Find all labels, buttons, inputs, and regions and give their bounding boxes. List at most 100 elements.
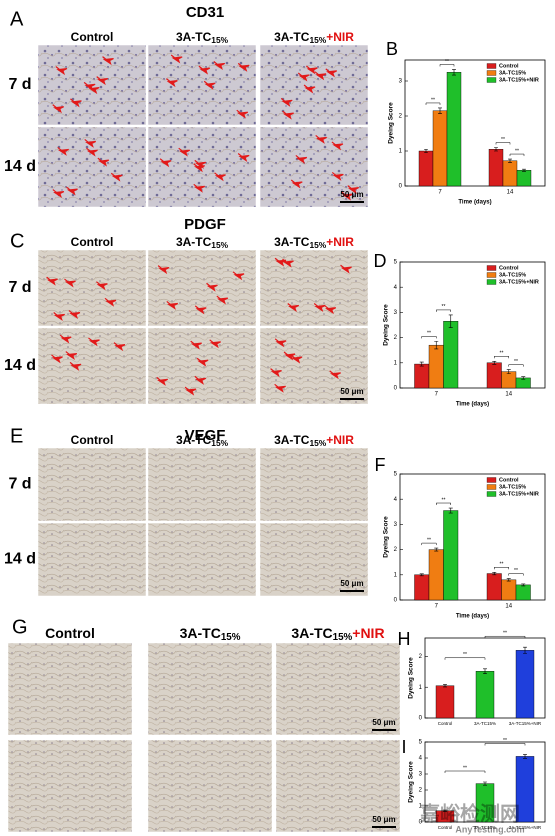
arrow bbox=[331, 171, 344, 181]
header-subscript: 15% bbox=[221, 632, 241, 643]
significance-bracket bbox=[444, 770, 486, 773]
header-text: 3A-TC bbox=[176, 433, 212, 447]
legend-swatch bbox=[486, 63, 497, 69]
plot-frame bbox=[399, 261, 546, 389]
y-tick-label: 4 bbox=[394, 497, 398, 503]
micrograph bbox=[147, 249, 257, 327]
significance-bracket bbox=[494, 356, 509, 359]
micrograph bbox=[147, 642, 273, 736]
error-bar bbox=[419, 573, 424, 577]
arrow bbox=[295, 154, 308, 164]
header-extra: +NIR bbox=[352, 625, 384, 641]
header-subscript: 15% bbox=[309, 438, 326, 448]
error-bar bbox=[434, 547, 439, 552]
legend-label: Control bbox=[499, 477, 519, 483]
arrow bbox=[203, 80, 216, 90]
micrograph bbox=[259, 44, 369, 126]
arrow bbox=[232, 271, 245, 281]
arrow bbox=[166, 300, 179, 310]
scale-bar-label: 50 μm bbox=[372, 815, 395, 824]
error-bar bbox=[523, 754, 527, 759]
row-label: 14 d bbox=[4, 357, 36, 374]
header-extra: +NIR bbox=[326, 433, 354, 447]
y-tick-label: 0 bbox=[394, 386, 398, 392]
header-text: 3A-TC bbox=[274, 433, 310, 447]
legend-label: 3A-TC15%+NIR bbox=[499, 491, 539, 497]
significance-label: ** bbox=[514, 568, 518, 574]
arrow bbox=[198, 65, 211, 75]
significance-bracket bbox=[421, 542, 437, 546]
arrow bbox=[347, 185, 359, 195]
y-tick-label: 3 bbox=[419, 772, 423, 778]
arrow bbox=[96, 281, 108, 291]
panel-letter: E bbox=[10, 425, 23, 447]
significance-label: ** bbox=[503, 738, 507, 744]
arrow bbox=[64, 278, 76, 288]
bar bbox=[516, 170, 532, 187]
arrow bbox=[65, 351, 78, 361]
arrow bbox=[193, 183, 206, 193]
header-subscript: 15% bbox=[309, 240, 326, 250]
bar bbox=[446, 72, 462, 187]
arrow bbox=[303, 84, 316, 94]
column-header: 3A-TC15% bbox=[176, 235, 229, 250]
arrow bbox=[157, 265, 170, 275]
y-tick-label: 2 bbox=[419, 788, 423, 794]
significance-label: ** bbox=[501, 137, 505, 143]
bar bbox=[428, 549, 444, 601]
significance-bracket bbox=[484, 743, 526, 746]
column-header: 3A-TC15% bbox=[180, 625, 241, 643]
arrow bbox=[341, 191, 354, 201]
row-label: 14 d bbox=[4, 551, 36, 568]
arrow bbox=[236, 109, 249, 119]
bar bbox=[414, 363, 430, 389]
header-text: 3A-TC bbox=[274, 235, 310, 249]
panel-title: PDGF bbox=[184, 216, 226, 233]
significance-bracket bbox=[436, 309, 451, 312]
arrow bbox=[59, 334, 72, 344]
bar bbox=[418, 150, 434, 187]
micrograph bbox=[275, 642, 401, 736]
significance-label: ** bbox=[515, 148, 519, 154]
arrow bbox=[214, 172, 226, 182]
micrograph bbox=[37, 249, 147, 327]
legend-label: Control bbox=[499, 265, 519, 271]
y-axis-label: Dyeing Score bbox=[388, 102, 395, 144]
arrow bbox=[283, 351, 296, 361]
scale-bar-label: 50 μm bbox=[340, 190, 363, 199]
y-tick-label: 4 bbox=[419, 756, 423, 762]
significance-label: ** bbox=[500, 562, 504, 568]
y-tick-label: 5 bbox=[394, 260, 398, 266]
micrograph bbox=[147, 447, 257, 522]
bar bbox=[435, 685, 455, 719]
legend-swatch bbox=[486, 477, 497, 483]
error-bar bbox=[424, 148, 428, 154]
column-header: Control bbox=[71, 30, 114, 44]
arrow bbox=[313, 303, 326, 312]
y-tick-label: 2 bbox=[394, 547, 398, 553]
bar bbox=[502, 160, 518, 187]
bar bbox=[515, 584, 531, 601]
row-label: 7 d bbox=[8, 476, 31, 493]
arrow bbox=[237, 153, 250, 162]
arrow bbox=[53, 312, 65, 321]
micrograph bbox=[7, 642, 133, 736]
header-subscript: 15% bbox=[211, 35, 228, 45]
error-bar bbox=[448, 507, 453, 514]
legend-swatch bbox=[486, 272, 497, 278]
chart-letter: H bbox=[398, 629, 411, 649]
error-bar bbox=[443, 809, 447, 812]
arrow bbox=[46, 276, 58, 286]
column-header: 3A-TC15%+NIR bbox=[291, 625, 384, 643]
arrow bbox=[280, 97, 293, 107]
arrow bbox=[340, 264, 352, 274]
y-tick-label: 2 bbox=[399, 114, 403, 120]
arrow bbox=[190, 340, 202, 350]
bar bbox=[486, 573, 502, 601]
y-axis-label: Dyeing Score bbox=[408, 657, 415, 699]
column-header: 3A-TC15%+NIR bbox=[274, 235, 354, 250]
significance-bracket bbox=[495, 142, 511, 145]
column-header: 3A-TC15%+NIR bbox=[274, 30, 354, 45]
error-bar bbox=[523, 646, 527, 654]
significance-label: ** bbox=[445, 59, 449, 65]
